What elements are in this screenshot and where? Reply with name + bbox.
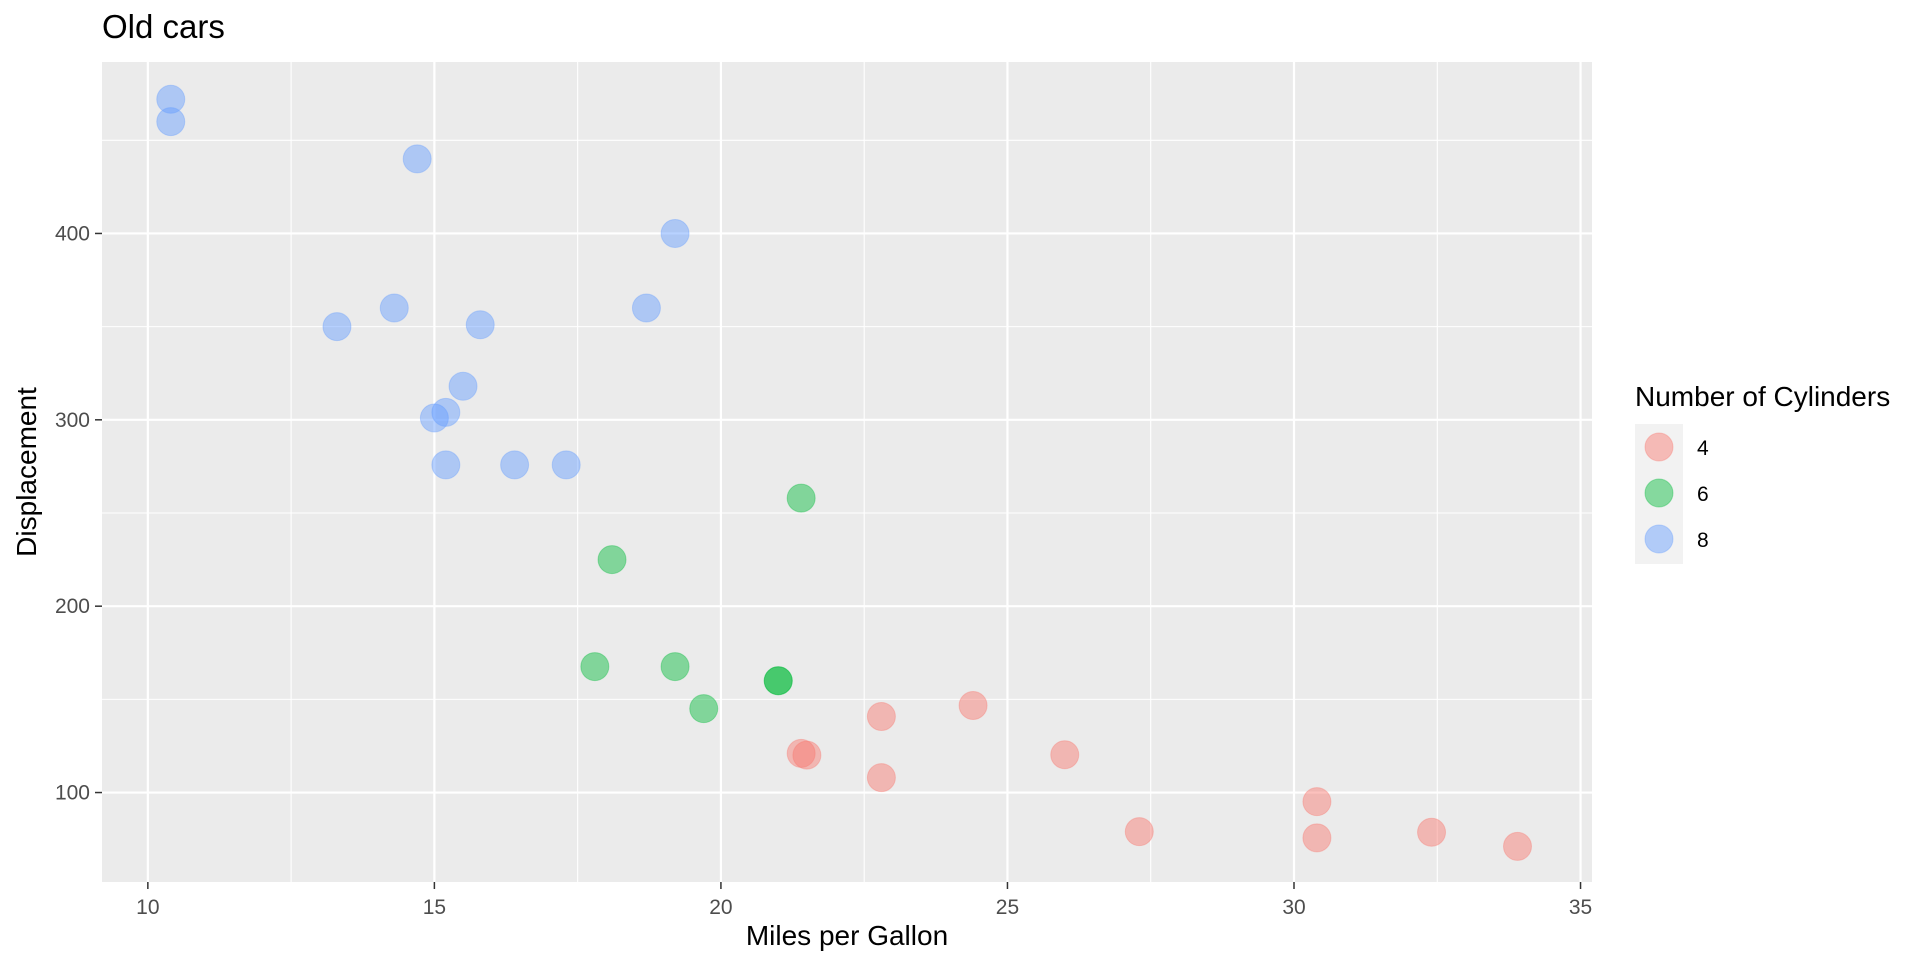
legend-key-8 bbox=[1644, 524, 1674, 554]
legend-label-8: 8 bbox=[1697, 529, 1709, 552]
legend-title: Number of Cylinders bbox=[1635, 381, 1890, 412]
x-axis-title: Miles per Gallon bbox=[746, 920, 948, 951]
data-point-cyl-6 bbox=[763, 666, 793, 696]
data-points bbox=[156, 84, 1532, 861]
data-point-cyl-4 bbox=[958, 691, 988, 721]
data-point-cyl-4 bbox=[1417, 817, 1447, 847]
data-point-cyl-4 bbox=[792, 740, 822, 770]
data-point-cyl-8 bbox=[431, 397, 461, 427]
data-point-cyl-4 bbox=[1050, 740, 1080, 770]
data-point-cyl-6 bbox=[660, 652, 690, 682]
y-tick-label: 300 bbox=[55, 409, 90, 432]
x-tick-label: 25 bbox=[996, 896, 1019, 919]
data-point-cyl-8 bbox=[431, 450, 461, 480]
data-point-cyl-4 bbox=[1124, 817, 1154, 847]
data-point-cyl-8 bbox=[419, 403, 449, 433]
x-tick-label: 20 bbox=[709, 896, 732, 919]
x-tick-label: 10 bbox=[136, 896, 159, 919]
x-tick-label: 15 bbox=[423, 896, 446, 919]
data-point-cyl-8 bbox=[551, 450, 581, 480]
legend: Number of Cylinders 4 6 8 bbox=[1635, 381, 1890, 564]
data-point-cyl-6 bbox=[763, 666, 793, 696]
plot-panel bbox=[102, 62, 1592, 882]
major-grid bbox=[102, 62, 1592, 882]
data-point-cyl-4 bbox=[866, 763, 896, 793]
legend-key-4 bbox=[1644, 432, 1674, 462]
y-axis: 100 200 300 400 bbox=[55, 222, 102, 805]
data-point-cyl-4 bbox=[786, 738, 816, 768]
y-tick-label: 100 bbox=[55, 782, 90, 805]
data-point-cyl-4 bbox=[1302, 787, 1332, 817]
y-tick-label: 400 bbox=[55, 222, 90, 245]
data-point-cyl-4 bbox=[866, 702, 896, 732]
legend-key-background bbox=[1635, 424, 1683, 564]
data-point-cyl-8 bbox=[322, 312, 352, 342]
chart-title: Old cars bbox=[102, 8, 225, 45]
legend-key-6 bbox=[1644, 478, 1674, 508]
data-point-cyl-8 bbox=[379, 293, 409, 323]
data-point-cyl-8 bbox=[156, 107, 186, 137]
data-point-cyl-8 bbox=[660, 218, 690, 248]
x-tick-label: 30 bbox=[1282, 896, 1305, 919]
data-point-cyl-8 bbox=[500, 450, 530, 480]
data-point-cyl-6 bbox=[786, 483, 816, 513]
y-axis-title: Displacement bbox=[11, 387, 42, 557]
x-tick-label: 35 bbox=[1569, 896, 1592, 919]
data-point-cyl-8 bbox=[448, 371, 478, 401]
data-point-cyl-8 bbox=[156, 84, 186, 114]
minor-grid bbox=[102, 62, 1592, 882]
data-point-cyl-8 bbox=[465, 310, 495, 340]
data-point-cyl-8 bbox=[402, 144, 432, 174]
legend-label-6: 6 bbox=[1697, 483, 1709, 506]
x-axis: 10 15 20 25 30 35 bbox=[136, 882, 1592, 919]
data-point-cyl-4 bbox=[1503, 831, 1532, 861]
legend-label-4: 4 bbox=[1697, 437, 1709, 460]
y-tick-label: 200 bbox=[55, 595, 90, 618]
data-point-cyl-6 bbox=[580, 652, 610, 682]
data-point-cyl-6 bbox=[597, 545, 627, 575]
data-point-cyl-8 bbox=[631, 293, 661, 323]
data-point-cyl-4 bbox=[1302, 823, 1332, 853]
data-point-cyl-6 bbox=[689, 694, 719, 724]
